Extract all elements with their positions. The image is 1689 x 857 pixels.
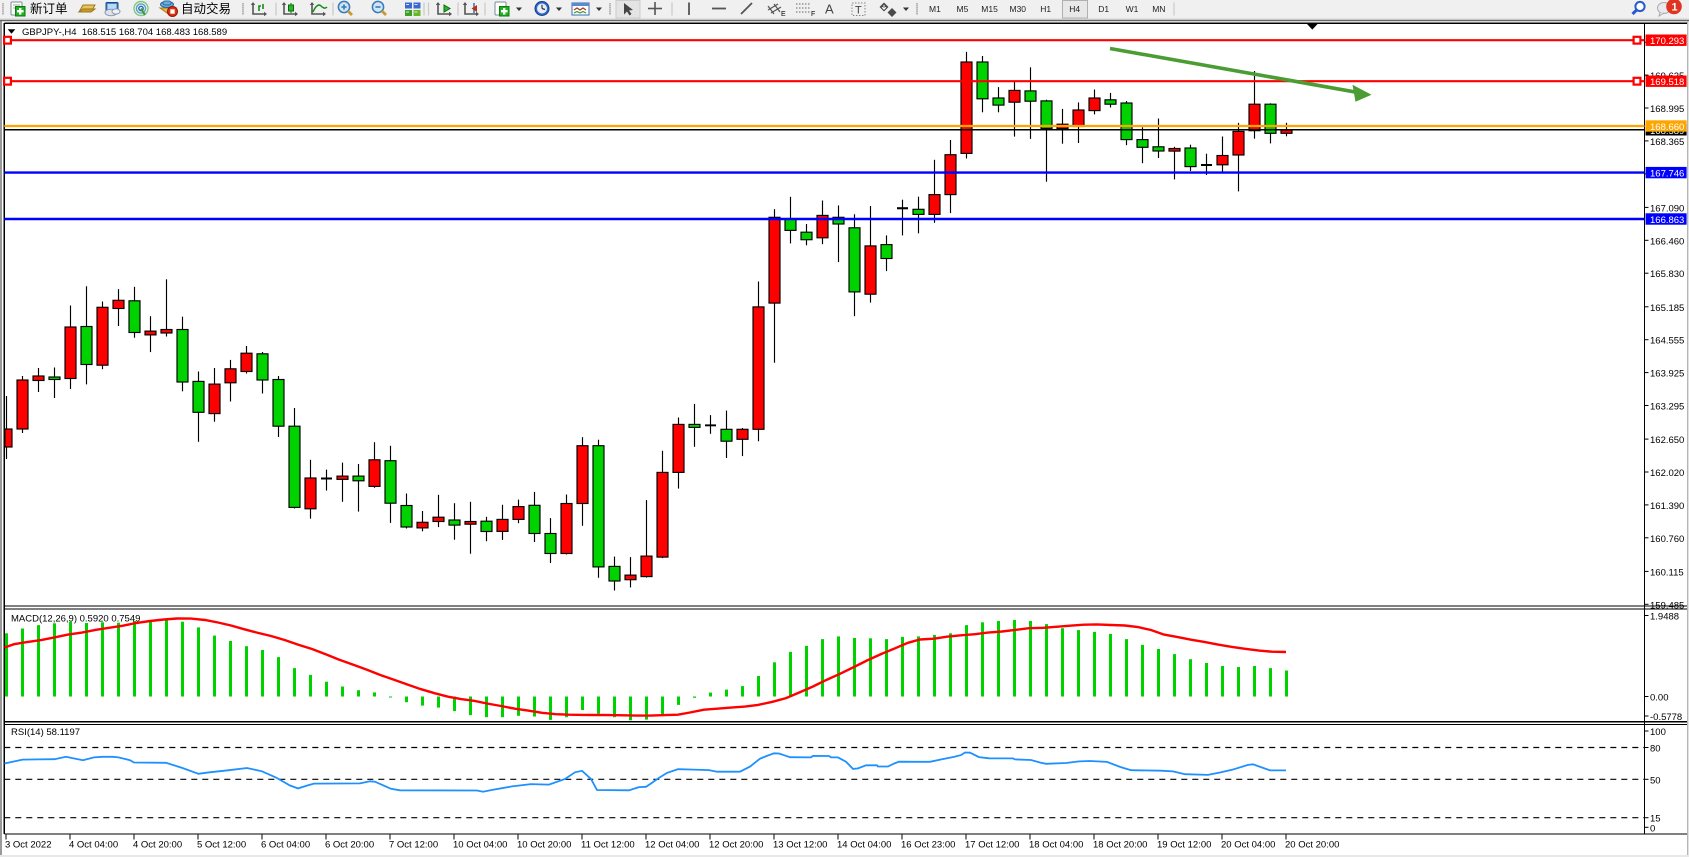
svg-text:H4: H4 xyxy=(1069,4,1080,14)
svg-text:16 Oct 23:00: 16 Oct 23:00 xyxy=(901,840,955,851)
svg-text:MACD(12,26,9) 0.5920 0.7549: MACD(12,26,9) 0.5920 0.7549 xyxy=(11,614,140,625)
svg-text:M1: M1 xyxy=(929,4,941,14)
svg-text:10 Oct 20:00: 10 Oct 20:00 xyxy=(517,840,571,851)
svg-text:12 Oct 04:00: 12 Oct 04:00 xyxy=(645,840,699,851)
svg-text:10 Oct 04:00: 10 Oct 04:00 xyxy=(453,840,507,851)
svg-text:163.925: 163.925 xyxy=(1650,369,1684,380)
svg-text:80: 80 xyxy=(1650,744,1661,755)
svg-text:1: 1 xyxy=(1672,2,1678,14)
svg-text:6 Oct 20:00: 6 Oct 20:00 xyxy=(325,840,374,851)
svg-text:新订单: 新订单 xyxy=(30,1,68,16)
svg-text:T: T xyxy=(855,5,862,17)
svg-text:20 Oct 20:00: 20 Oct 20:00 xyxy=(1285,840,1339,851)
svg-text:M5: M5 xyxy=(957,4,969,14)
svg-text:H1: H1 xyxy=(1040,4,1051,14)
svg-text:168.995: 168.995 xyxy=(1650,104,1684,115)
svg-text:18 Oct 04:00: 18 Oct 04:00 xyxy=(1029,840,1083,851)
svg-text:168.660: 168.660 xyxy=(1650,122,1684,133)
svg-text:M30: M30 xyxy=(1010,4,1027,14)
svg-text:6 Oct 04:00: 6 Oct 04:00 xyxy=(261,840,310,851)
svg-text:4 Oct 04:00: 4 Oct 04:00 xyxy=(69,840,118,851)
svg-text:168.365: 168.365 xyxy=(1650,137,1684,148)
svg-text:3 Oct 2022: 3 Oct 2022 xyxy=(5,840,51,851)
svg-text:M15: M15 xyxy=(981,4,998,14)
svg-text:159.485: 159.485 xyxy=(1650,600,1684,611)
svg-text:167.090: 167.090 xyxy=(1650,203,1684,214)
svg-text:165.185: 165.185 xyxy=(1650,303,1684,314)
svg-text:13 Oct 12:00: 13 Oct 12:00 xyxy=(773,840,827,851)
svg-text:E: E xyxy=(781,11,786,18)
svg-text:5 Oct 12:00: 5 Oct 12:00 xyxy=(197,840,246,851)
svg-text:-0.5778: -0.5778 xyxy=(1650,712,1682,723)
svg-text:D1: D1 xyxy=(1098,4,1109,14)
svg-text:163.295: 163.295 xyxy=(1650,402,1684,413)
svg-text:W1: W1 xyxy=(1126,4,1139,14)
svg-text:20 Oct 04:00: 20 Oct 04:00 xyxy=(1221,840,1275,851)
svg-text:162.020: 162.020 xyxy=(1650,468,1684,479)
svg-text:19 Oct 12:00: 19 Oct 12:00 xyxy=(1157,840,1211,851)
svg-text:170.293: 170.293 xyxy=(1650,36,1684,47)
svg-text:18 Oct 20:00: 18 Oct 20:00 xyxy=(1093,840,1147,851)
svg-text:166.863: 166.863 xyxy=(1650,215,1684,226)
svg-text:165.830: 165.830 xyxy=(1650,269,1684,280)
svg-text:100: 100 xyxy=(1650,727,1666,738)
svg-text:MN: MN xyxy=(1152,4,1165,14)
svg-text:0.00: 0.00 xyxy=(1650,693,1669,704)
svg-text:160.115: 160.115 xyxy=(1650,567,1684,578)
svg-text:167.746: 167.746 xyxy=(1650,169,1684,180)
svg-text:14 Oct 04:00: 14 Oct 04:00 xyxy=(837,840,891,851)
svg-text:169.518: 169.518 xyxy=(1650,77,1684,88)
svg-text:166.460: 166.460 xyxy=(1650,236,1684,247)
svg-text:0: 0 xyxy=(1650,823,1655,834)
svg-text:50: 50 xyxy=(1650,775,1661,786)
svg-text:A: A xyxy=(825,2,834,17)
svg-text:11 Oct 12:00: 11 Oct 12:00 xyxy=(581,840,635,851)
svg-text:15: 15 xyxy=(1650,814,1661,825)
svg-text:RSI(14) 58.1197: RSI(14) 58.1197 xyxy=(11,727,80,738)
svg-text:161.390: 161.390 xyxy=(1650,501,1684,512)
svg-text:162.650: 162.650 xyxy=(1650,435,1684,446)
svg-text:GBPJPY-,H4 168.515 168.704 16: GBPJPY-,H4 168.515 168.704 168.483 168.5… xyxy=(22,27,227,38)
svg-text:12 Oct 20:00: 12 Oct 20:00 xyxy=(709,840,763,851)
svg-text:7 Oct 12:00: 7 Oct 12:00 xyxy=(389,840,438,851)
svg-text:1.9488: 1.9488 xyxy=(1650,612,1679,623)
svg-text:F: F xyxy=(811,11,815,18)
svg-text:4 Oct 20:00: 4 Oct 20:00 xyxy=(133,840,182,851)
svg-text:160.760: 160.760 xyxy=(1650,534,1684,545)
svg-text:17 Oct 12:00: 17 Oct 12:00 xyxy=(965,840,1019,851)
svg-text:自动交易: 自动交易 xyxy=(181,1,231,16)
svg-text:164.555: 164.555 xyxy=(1650,336,1684,347)
